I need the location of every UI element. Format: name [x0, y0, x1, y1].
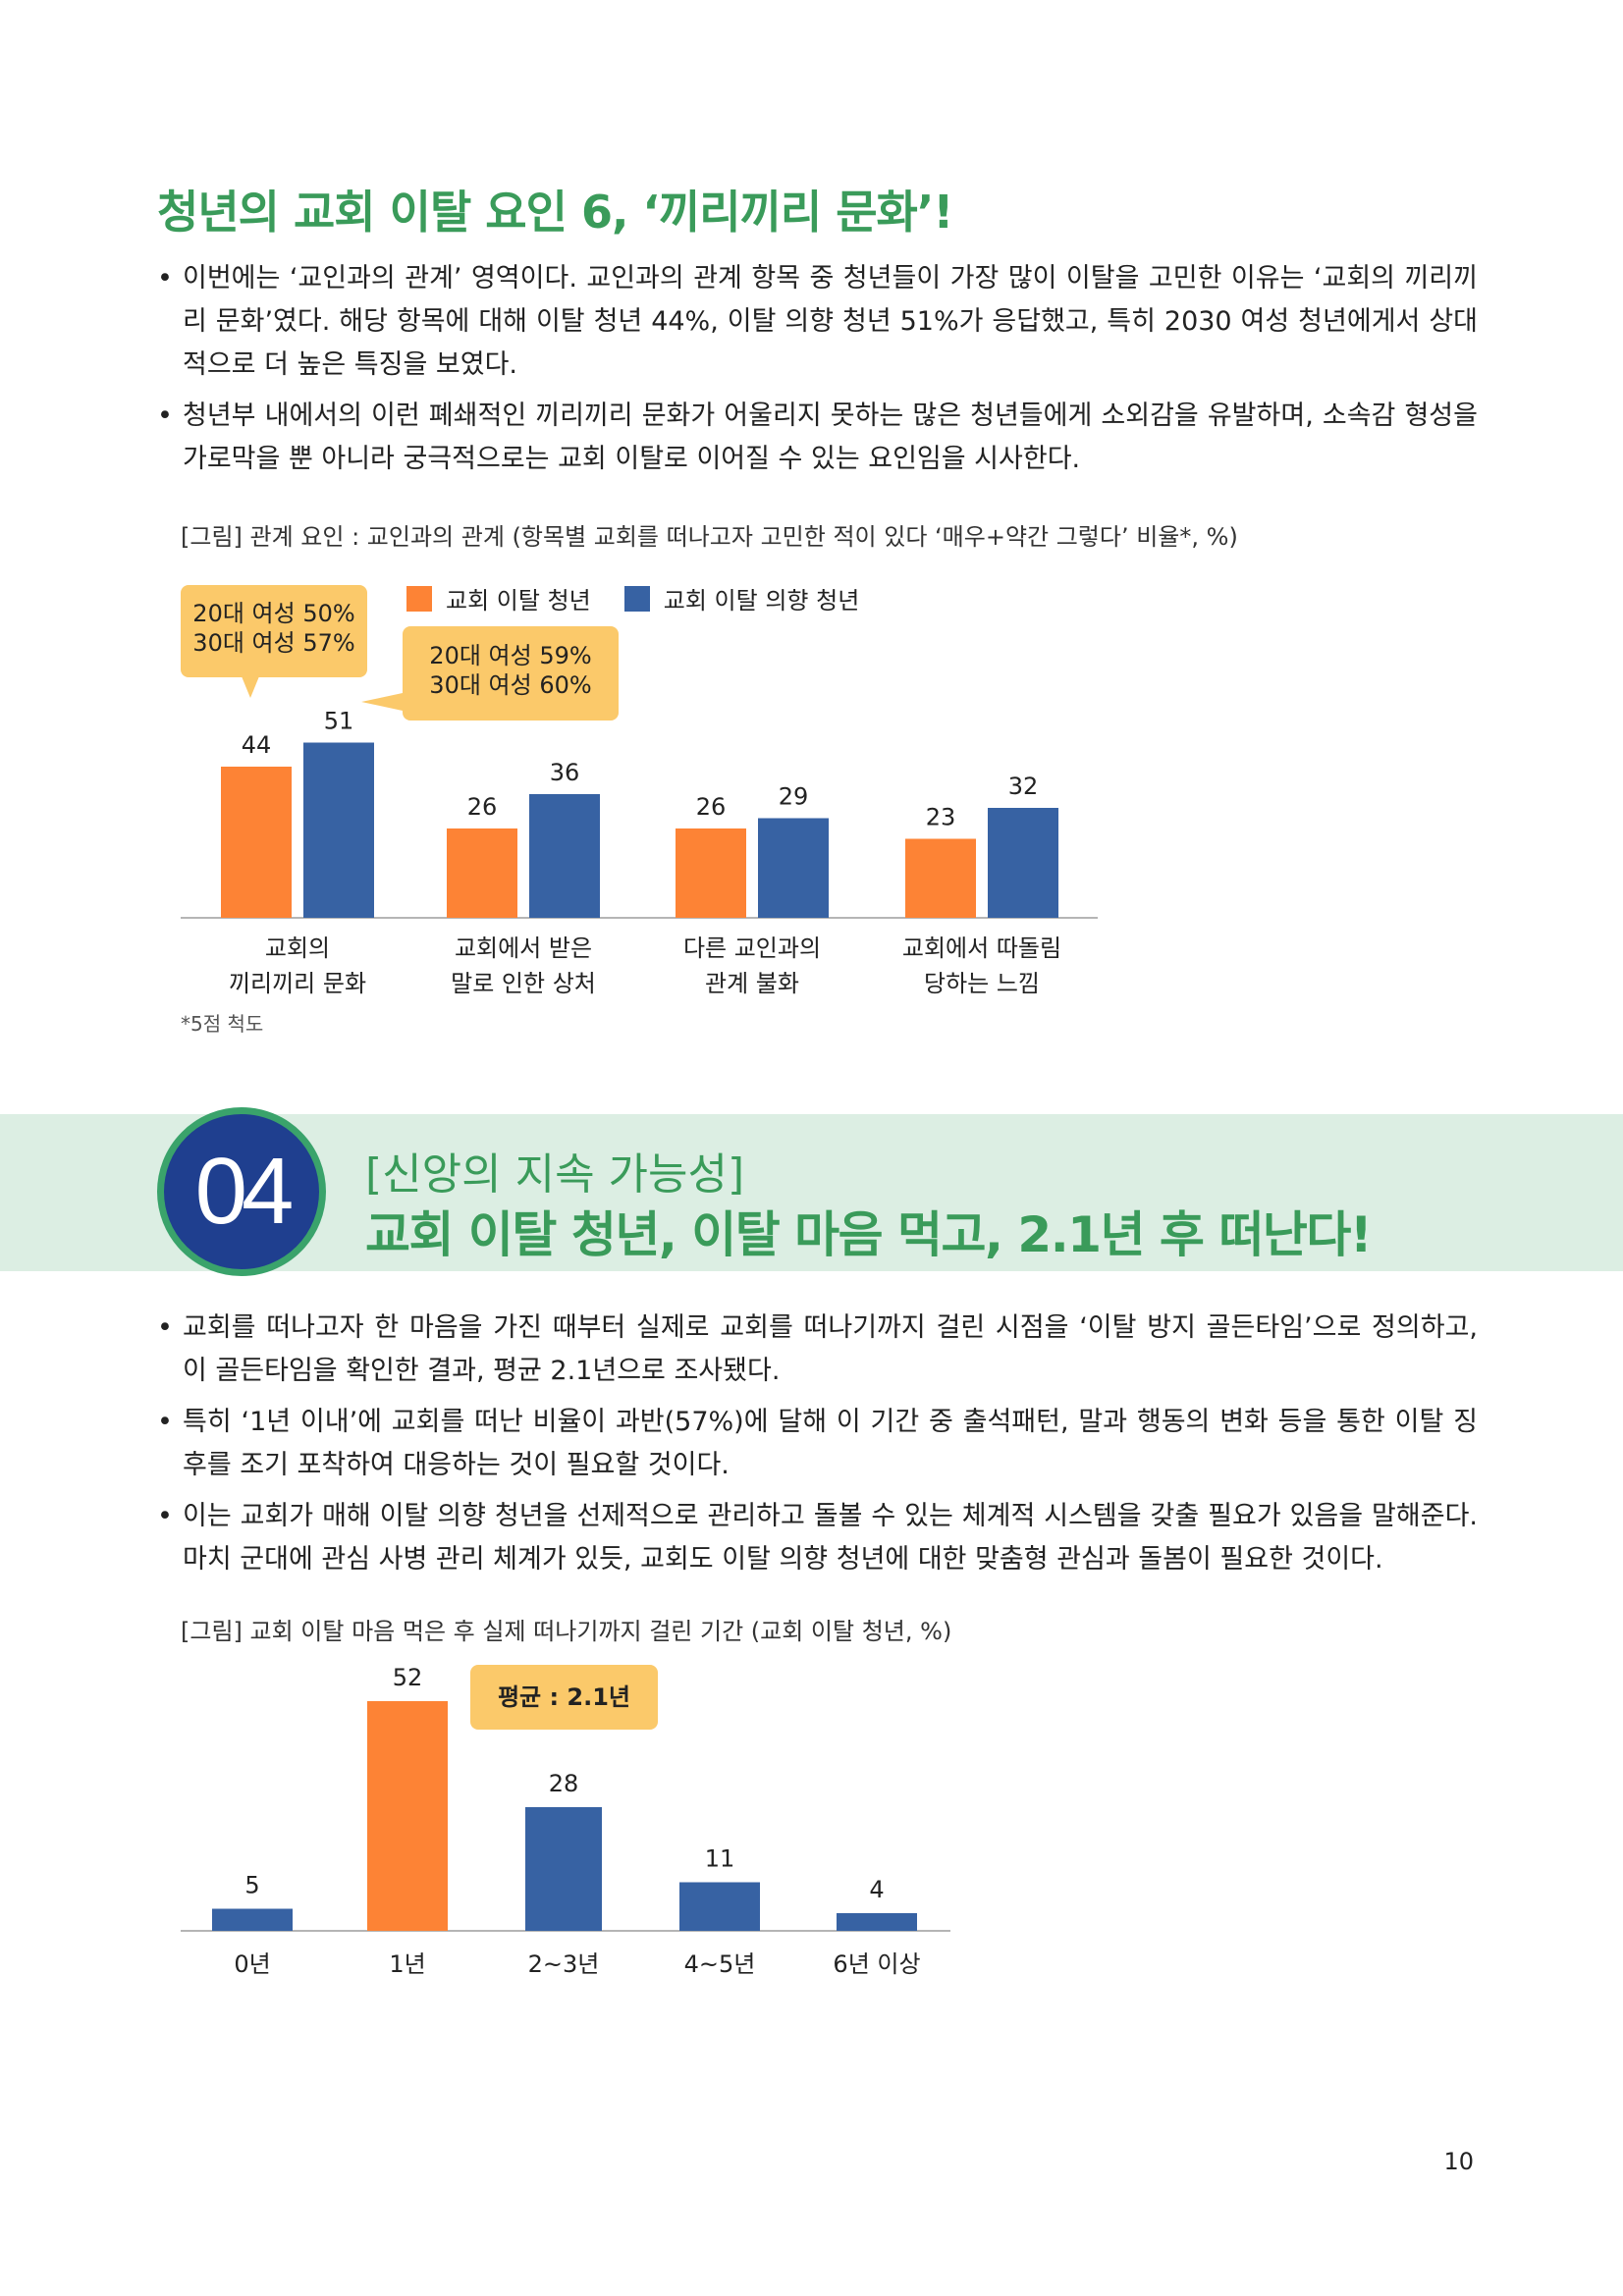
bar-left-3 [905, 838, 976, 918]
legend-label: 교회 이탈 청년 [446, 587, 591, 614]
section-title: 청년의 교회 이탈 요인 6, ‘끼리끼리 문화’! [157, 186, 953, 239]
bar-value-label: 29 [779, 783, 809, 811]
category-label: 2~3년 [528, 1950, 600, 1978]
bar-value-label: 23 [926, 804, 956, 831]
bar-value-label: 26 [467, 793, 498, 821]
section-number-badge: 04 [157, 1107, 326, 1276]
bar-value-label: 32 [1008, 773, 1039, 800]
bar-0 [212, 1908, 293, 1931]
callout-line: 30대 여성 57% [192, 629, 355, 657]
bar-value-label: 28 [549, 1770, 579, 1797]
bar-value-label: 51 [324, 708, 354, 735]
chart2-average-callout: 평균 : 2.1년 [470, 1665, 658, 1730]
legend-swatch-blue [623, 585, 650, 612]
callout-line: 20대 여성 59% [429, 642, 592, 669]
page-number: 10 [1443, 2148, 1474, 2175]
bar-value-label: 26 [696, 793, 727, 821]
callout-line: 20대 여성 50% [192, 600, 355, 627]
category-label: 0년 [234, 1950, 270, 1978]
section-heading: 교회 이탈 청년, 이탈 마음 먹고, 2.1년 후 떠난다! [365, 1206, 1373, 1263]
section2-bullets: 교회를 떠나고자 한 마음을 가진 때부터 실제로 교회를 떠나기까지 걸린 시… [157, 1307, 1478, 1589]
category-label: 4~5년 [684, 1950, 756, 1978]
callout-right-pointer [361, 693, 403, 711]
bar-4 [837, 1913, 917, 1931]
bullet-item: 이는 교회가 매해 이탈 의향 청년을 선제적으로 관리하고 돌볼 수 있는 체… [157, 1495, 1478, 1581]
chart1-note: *5점 척도 [181, 1012, 264, 1036]
chart1-caption: [그림] 관계 요인 : 교인과의 관계 (항목별 교회를 떠나고자 고민한 적… [181, 523, 1238, 551]
legend-swatch-orange [406, 585, 432, 612]
category-label: 교회에서 따돌림 당하는 느낌 [901, 934, 1062, 997]
callout-left-pointer [242, 676, 259, 698]
bar-left-1 [447, 828, 517, 918]
chart1-svg: 44 26 26 23 51 36 29 32 [181, 708, 1098, 919]
category-label: 6년 이상 [833, 1950, 920, 1978]
callout-right: 20대 여성 59% 30대 여성 60% [403, 626, 619, 721]
chart2-svg: 5 0년 52 1년 28 2~3년 11 4~5년 4 6년 이상 [181, 1664, 950, 1978]
bullet-item: 이번에는 ‘교인과의 관계’ 영역이다. 교인과의 관계 항목 중 청년들이 가… [157, 257, 1478, 387]
bar-value-label: 44 [242, 731, 272, 759]
bar-intent-3 [988, 808, 1058, 918]
bar-intent-0 [303, 742, 374, 918]
bar-1 [367, 1701, 448, 1931]
bullet-item: 특히 ‘1년 이내’에 교회를 떠난 비율이 과반(57%)에 달해 이 기간 … [157, 1401, 1478, 1487]
bar-intent-1 [529, 794, 600, 918]
bar-2 [525, 1807, 602, 1931]
bar-value-label: 5 [244, 1872, 259, 1899]
category-label: 교회에서 받은 말로 인한 상처 [451, 934, 596, 997]
bar-intent-2 [758, 818, 829, 918]
bar-value-label: 4 [869, 1876, 884, 1903]
legend-label: 교회 이탈 의향 청년 [663, 587, 860, 614]
category-label: 교회의 끼리끼리 문화 [228, 934, 367, 997]
section1-bullets: 이번에는 ‘교인과의 관계’ 영역이다. 교인과의 관계 항목 중 청년들이 가… [157, 257, 1478, 489]
bar-value-label: 36 [550, 759, 580, 786]
bar-left-0 [221, 767, 292, 918]
bar-left-2 [676, 828, 746, 918]
bar-3 [679, 1882, 760, 1931]
chart1-legend: 교회 이탈 청년 교회 이탈 의향 청년 [406, 581, 859, 615]
bullet-item: 청년부 내에서의 이런 폐쇄적인 끼리끼리 문화가 어울리지 못하는 많은 청년… [157, 395, 1478, 481]
callout-left: 20대 여성 50% 30대 여성 57% [181, 585, 367, 677]
callout-line: 30대 여성 60% [429, 671, 592, 699]
section-subtitle: [신앙의 지속 가능성] [365, 1149, 745, 1200]
bullet-item: 교회를 떠나고자 한 마음을 가진 때부터 실제로 교회를 떠나기까지 걸린 시… [157, 1307, 1478, 1393]
category-label: 다른 교인과의 관계 불화 [682, 934, 822, 997]
bar-value-label: 11 [705, 1845, 735, 1873]
chart2-caption: [그림] 교회 이탈 마음 먹은 후 실제 떠나기까지 걸린 기간 (교회 이탈… [181, 1618, 952, 1645]
bar-value-label: 52 [393, 1664, 423, 1691]
category-label: 1년 [389, 1950, 425, 1978]
